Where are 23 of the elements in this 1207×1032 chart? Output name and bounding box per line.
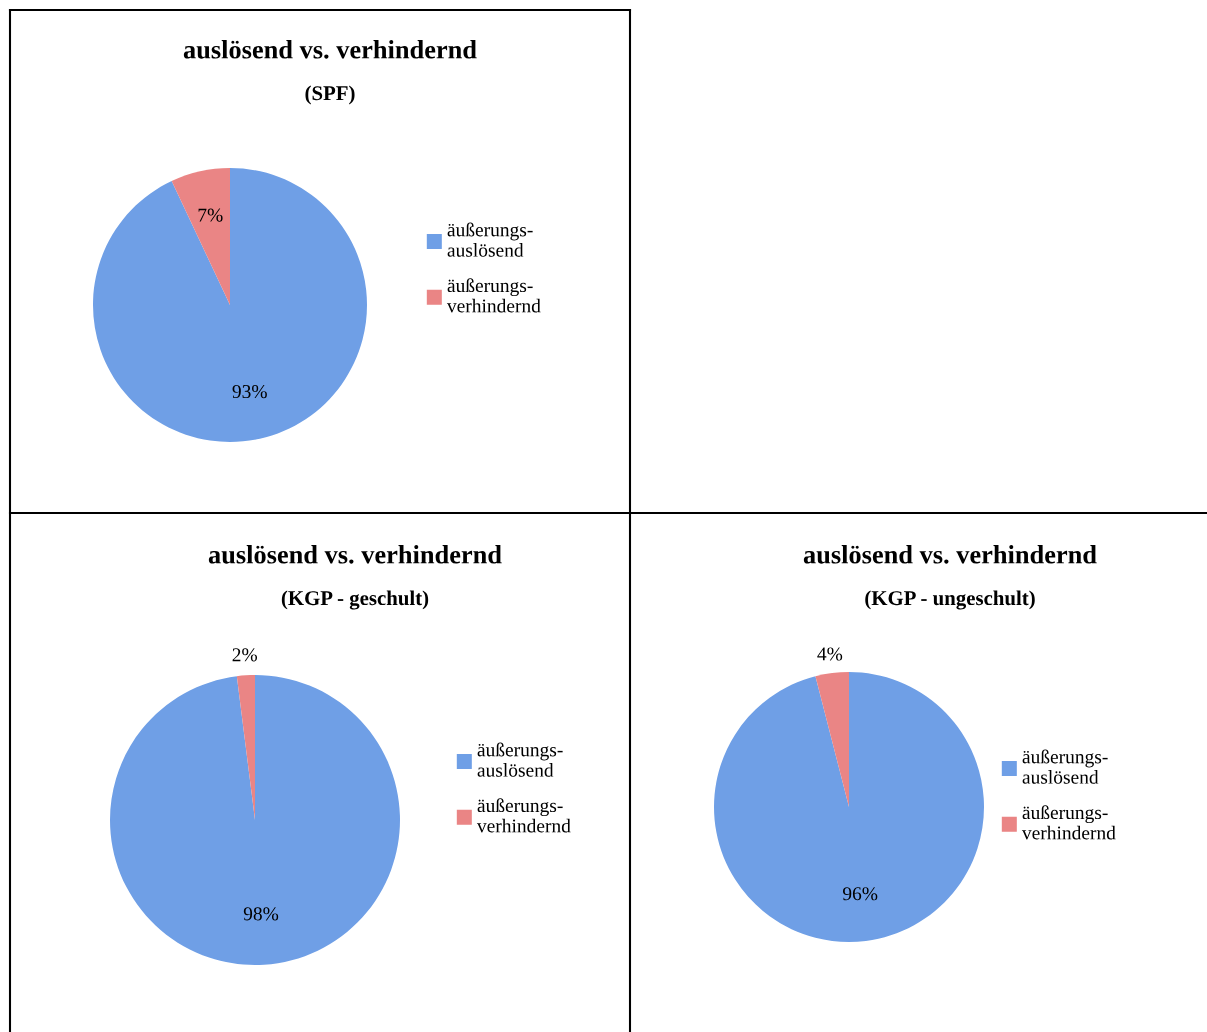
chart-subtitle: (SPF) [305,85,355,105]
legend-label: äußerungs-verhindernd [446,278,541,313]
legend-label: äußerungs-verhindernd [1021,805,1116,840]
chart-title: auslösend vs. verhindernd [803,545,1097,564]
pie-slice [815,672,849,807]
data-label: 93% [232,384,267,399]
pie-slice [93,168,367,442]
chart-subtitle: (KGP - geschult) [281,590,429,610]
data-label: 98% [243,907,279,921]
pie-slice [110,675,400,965]
chart-title: auslösend vs. verhindernd [183,40,477,59]
chart-title: auslösend vs. verhindernd [208,545,502,564]
data-label: 7% [198,208,223,222]
chart-subtitle: (KGP - ungeschult) [865,590,1035,610]
pie-slice [171,168,230,305]
legend-label: äußerungs-auslösend [477,742,563,777]
legend-label: äußerungs-auslösend [447,222,533,257]
data-label: 96% [842,887,878,901]
pie-slice [714,672,984,942]
data-label: 2% [232,648,258,662]
legend-label: äußerungs-auslösend [1022,749,1108,784]
legend-label: äußerungs-verhindernd [476,798,571,833]
data-label: 4% [817,647,843,661]
